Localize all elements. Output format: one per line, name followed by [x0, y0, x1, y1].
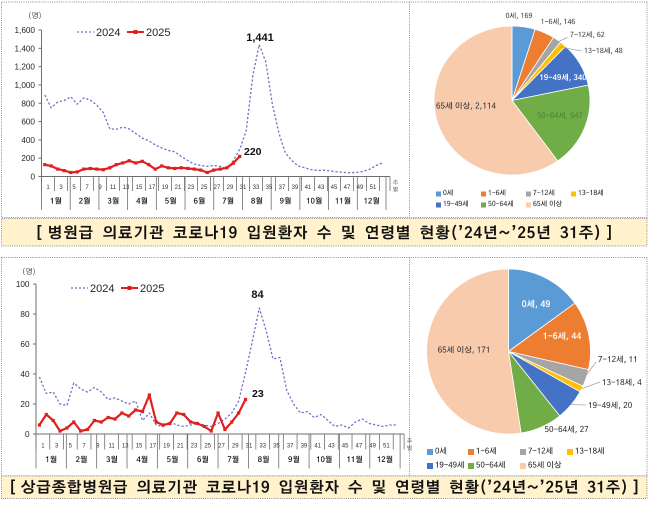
svg-text:200: 200 — [21, 154, 35, 163]
svg-text:1,200: 1,200 — [15, 63, 36, 72]
svg-text:1,000: 1,000 — [15, 81, 36, 90]
svg-text:13: 13 — [122, 444, 129, 450]
svg-text:23: 23 — [188, 185, 195, 191]
svg-text:11: 11 — [110, 185, 117, 191]
svg-text:39: 39 — [292, 185, 299, 191]
svg-text:2024: 2024 — [90, 283, 114, 295]
svg-text:41: 41 — [314, 444, 321, 450]
svg-text:25: 25 — [201, 185, 208, 191]
svg-text:11: 11 — [108, 444, 115, 450]
svg-text:60: 60 — [20, 340, 30, 349]
svg-text:19: 19 — [163, 444, 170, 450]
svg-text:37: 37 — [279, 185, 286, 191]
svg-text:19: 19 — [162, 185, 169, 191]
svg-text:47: 47 — [344, 185, 351, 191]
svg-text:47: 47 — [356, 444, 363, 450]
svg-text:21: 21 — [175, 185, 182, 191]
svg-text:3: 3 — [55, 444, 59, 450]
svg-text:1,441: 1,441 — [246, 32, 274, 44]
svg-text:31: 31 — [246, 444, 253, 450]
svg-text:31: 31 — [240, 185, 247, 191]
svg-text:84: 84 — [251, 289, 264, 301]
svg-text:3: 3 — [59, 185, 63, 191]
svg-text:43: 43 — [318, 185, 325, 191]
svg-text:51: 51 — [383, 444, 390, 450]
svg-text:0: 0 — [25, 430, 30, 439]
svg-text:600: 600 — [21, 118, 35, 127]
svg-text:51: 51 — [370, 185, 377, 191]
svg-text:100: 100 — [16, 280, 30, 289]
svg-text:7: 7 — [85, 185, 89, 191]
svg-text:15: 15 — [136, 185, 143, 191]
svg-text:37: 37 — [287, 444, 294, 450]
svg-text:5: 5 — [72, 185, 76, 191]
svg-text:23: 23 — [191, 444, 198, 450]
svg-text:20: 20 — [20, 400, 30, 409]
svg-text:45: 45 — [331, 185, 338, 191]
svg-text:27: 27 — [214, 185, 221, 191]
svg-text:39: 39 — [301, 444, 308, 450]
svg-text:27: 27 — [218, 444, 225, 450]
svg-text:1: 1 — [46, 185, 50, 191]
svg-text:0: 0 — [30, 173, 35, 182]
svg-text:25: 25 — [204, 444, 211, 450]
svg-text:23: 23 — [252, 388, 264, 400]
svg-text:29: 29 — [232, 444, 239, 450]
svg-text:41: 41 — [305, 185, 312, 191]
svg-text:35: 35 — [273, 444, 280, 450]
svg-text:49: 49 — [369, 444, 376, 450]
svg-text:40: 40 — [20, 370, 30, 379]
svg-text:49: 49 — [357, 185, 364, 191]
svg-text:15: 15 — [136, 444, 143, 450]
svg-text:5: 5 — [69, 444, 73, 450]
svg-text:2025: 2025 — [140, 283, 164, 295]
svg-text:7: 7 — [82, 444, 86, 450]
svg-text:9: 9 — [98, 185, 102, 191]
svg-text:800: 800 — [21, 99, 35, 108]
svg-text:220: 220 — [244, 146, 262, 158]
svg-text:80: 80 — [20, 310, 30, 319]
svg-text:45: 45 — [342, 444, 349, 450]
svg-text:2024: 2024 — [96, 27, 120, 39]
svg-text:2025: 2025 — [146, 27, 170, 39]
svg-text:1: 1 — [41, 444, 45, 450]
svg-text:9: 9 — [96, 444, 100, 450]
svg-text:13: 13 — [123, 185, 130, 191]
svg-text:1,400: 1,400 — [15, 44, 36, 53]
svg-text:29: 29 — [227, 185, 234, 191]
svg-text:33: 33 — [259, 444, 266, 450]
svg-text:33: 33 — [253, 185, 260, 191]
svg-text:1,600: 1,600 — [15, 26, 36, 35]
svg-text:400: 400 — [21, 136, 35, 145]
svg-text:17: 17 — [149, 444, 156, 450]
svg-text:17: 17 — [149, 185, 156, 191]
svg-text:35: 35 — [266, 185, 273, 191]
svg-text:21: 21 — [177, 444, 184, 450]
svg-text:43: 43 — [328, 444, 335, 450]
